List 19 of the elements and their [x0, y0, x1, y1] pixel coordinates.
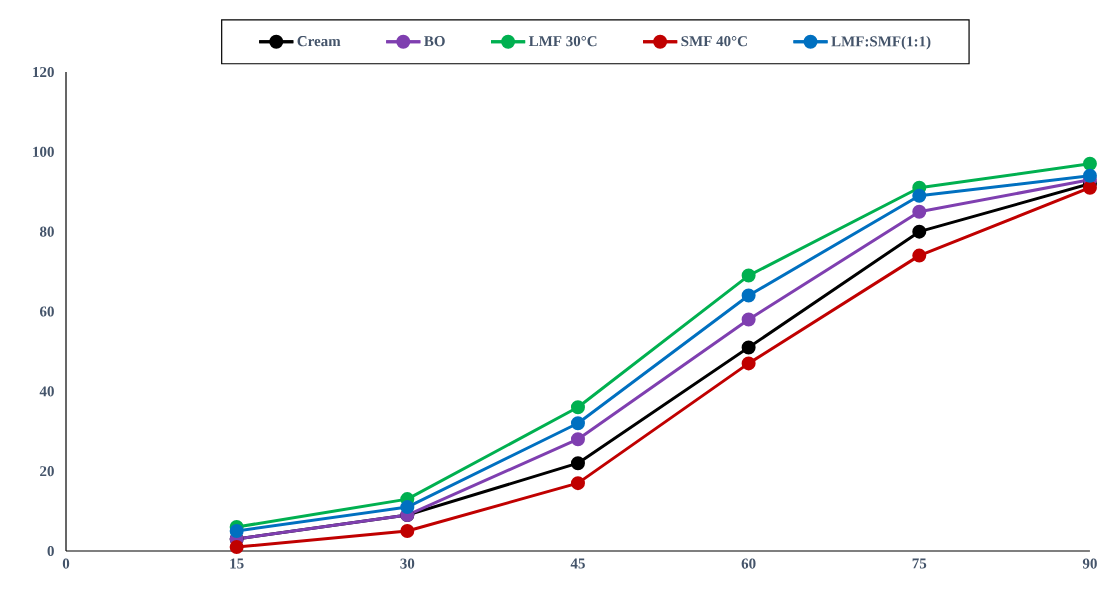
legend-label: LMF 30°C: [528, 36, 597, 47]
x-tick-label: 45: [570, 558, 585, 569]
legend-label: LMF:SMF(1:1): [831, 35, 931, 50]
x-tick-label: 75: [912, 558, 927, 569]
y-tick-label: 40: [39, 386, 54, 397]
y-tick-label: 120: [33, 66, 54, 78]
y-tick-label: 20: [40, 466, 54, 477]
x-tick-label: 0: [62, 558, 70, 569]
legend-label: Cream: [297, 36, 341, 47]
legend-label: SMF 40°C: [681, 36, 747, 47]
y-tick-label: 100: [33, 146, 54, 157]
x-tick-label: 90: [1082, 558, 1097, 569]
y-tick-label: 0: [47, 545, 54, 557]
x-tick-label: 15: [230, 558, 244, 569]
y-tick-label: 80: [39, 226, 54, 237]
y-tick-label: 60: [39, 306, 54, 317]
x-tick-label: 30: [400, 558, 415, 569]
x-tick-label: 60: [741, 558, 756, 569]
legend-label: BO: [424, 36, 445, 47]
